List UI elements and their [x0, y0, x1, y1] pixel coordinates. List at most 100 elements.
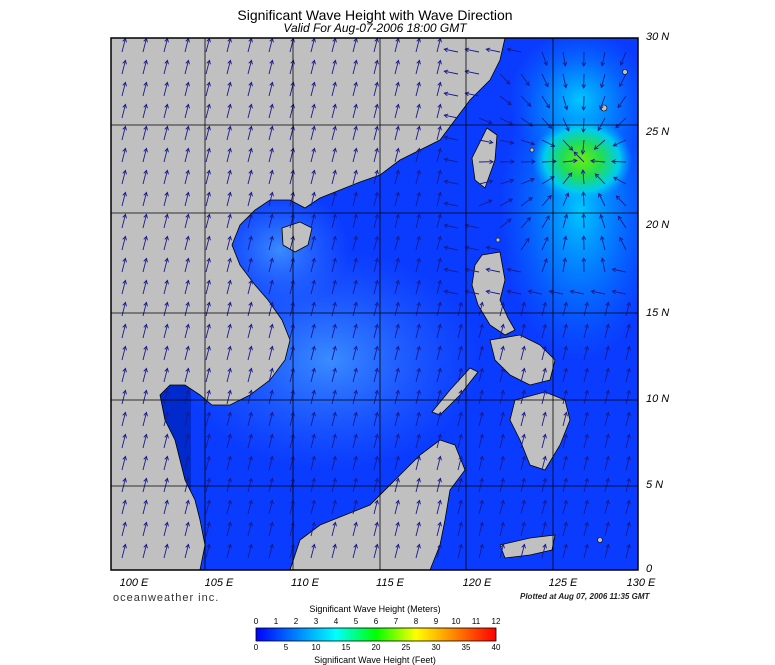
- wave-arrow: [394, 126, 399, 141]
- wave-arrow: [604, 302, 609, 317]
- wave-arrow-head: [416, 213, 421, 219]
- wave-arrow: [142, 214, 147, 229]
- land-hainan: [281, 221, 313, 253]
- lon-label-115e: 115 E: [376, 577, 404, 589]
- wave-arrow-head: [143, 213, 148, 219]
- wave-arrow-head: [227, 191, 232, 197]
- colorbar-tick-meters: 9: [433, 617, 439, 626]
- wave-arrow-head: [489, 159, 494, 165]
- wave-arrow: [163, 368, 168, 383]
- wave-arrow-head: [521, 411, 526, 417]
- wave-arrow-head: [626, 345, 631, 351]
- wave-arrow: [184, 390, 189, 405]
- colorbar-tick-meters: 7: [393, 617, 399, 626]
- wave-arrow: [394, 390, 399, 405]
- wave-arrow-head: [206, 411, 211, 417]
- wave-arrow-head: [605, 345, 610, 351]
- wave-arrow: [268, 60, 273, 75]
- wave-arrow: [184, 214, 189, 229]
- wave-arrow: [268, 192, 273, 207]
- wave-arrow-head: [564, 192, 570, 198]
- wave-arrow: [415, 214, 420, 229]
- wave-arrow: [499, 390, 504, 405]
- wave-arrow-head: [395, 367, 400, 373]
- wave-arrow: [457, 434, 462, 449]
- wave-arrow-head: [545, 103, 550, 109]
- wave-arrow: [478, 199, 492, 207]
- wave-arrow-head: [479, 433, 484, 439]
- wave-arrow: [268, 390, 273, 405]
- wave-arrow-head: [416, 323, 421, 329]
- wave-arrow: [520, 178, 535, 185]
- wave-arrow-head: [437, 521, 442, 527]
- wave-arrow-head: [311, 81, 316, 87]
- wave-arrow: [444, 114, 459, 119]
- wave-arrow: [478, 478, 483, 493]
- wave-arrow-head: [248, 103, 253, 109]
- wave-arrow-head: [248, 213, 253, 219]
- wave-arrow-head: [206, 345, 211, 351]
- wave-arrow: [310, 346, 315, 361]
- wave-arrow-head: [311, 477, 316, 483]
- wave-arrow-head: [443, 289, 449, 295]
- wave-arrow: [142, 126, 147, 141]
- wave-arrow-head: [122, 389, 127, 395]
- wave-arrow: [268, 500, 273, 515]
- wave-arrow-head: [605, 499, 610, 505]
- wave-arrow: [415, 390, 420, 405]
- wave-arrow-head: [615, 195, 621, 200]
- wave-arrow: [310, 38, 315, 53]
- wave-arrow-head: [605, 477, 610, 483]
- wave-arrow-head: [332, 301, 337, 307]
- wave-arrow-head: [563, 367, 568, 373]
- wave-arrow-head: [227, 235, 232, 241]
- wave-arrow: [226, 456, 231, 471]
- wave-arrow: [562, 434, 567, 449]
- wave-arrow: [499, 95, 512, 105]
- wave-arrow-head: [597, 126, 602, 132]
- wave-arrow-head: [508, 120, 514, 125]
- wave-arrow-head: [353, 323, 358, 329]
- wave-arrow-head: [416, 59, 421, 65]
- wave-arrow-head: [332, 213, 337, 219]
- wave-arrow-head: [500, 323, 505, 329]
- wave-arrow-head: [563, 543, 568, 549]
- wave-arrow-head: [143, 499, 148, 505]
- wave-arrow-head: [248, 367, 253, 373]
- wave-arrow-head: [395, 323, 400, 329]
- wave-arrow-head: [584, 323, 589, 329]
- wave-arrow-head: [122, 345, 127, 351]
- wave-arrow-head: [353, 125, 358, 131]
- wave-arrow: [331, 148, 336, 163]
- wave-arrow: [247, 38, 252, 53]
- wave-arrow: [205, 280, 210, 295]
- wave-arrow: [617, 95, 627, 108]
- wave-arrow: [436, 434, 441, 449]
- wave-arrow-head: [311, 103, 316, 109]
- wave-arrow-head: [542, 411, 547, 417]
- wave-arrow-head: [563, 345, 568, 351]
- wave-arrow-head: [584, 455, 589, 461]
- wave-arrow: [163, 148, 168, 163]
- wave-arrow: [625, 324, 630, 339]
- wave-arrow-head: [353, 257, 358, 263]
- wave-arrow: [163, 456, 168, 471]
- wave-arrow: [121, 456, 126, 471]
- wave-arrow-head: [164, 125, 169, 131]
- wave-arrow: [549, 290, 564, 295]
- wave-arrow-head: [542, 499, 547, 505]
- wave-arrow: [247, 82, 252, 97]
- wave-arrow: [499, 346, 504, 361]
- wave-arrow: [562, 139, 573, 151]
- wave-arrow: [541, 302, 546, 317]
- wave-arrow: [121, 324, 126, 339]
- wave-arrow-head: [374, 103, 379, 109]
- wave-arrow-head: [290, 389, 295, 395]
- wave-arrow-head: [521, 455, 526, 461]
- wave-arrow: [373, 148, 378, 163]
- wave-arrow-head: [395, 169, 400, 175]
- wave-arrow-head: [458, 433, 463, 439]
- wave-arrow-head: [164, 59, 169, 65]
- wave-arrow-head: [443, 69, 449, 75]
- wave-arrow: [247, 324, 252, 339]
